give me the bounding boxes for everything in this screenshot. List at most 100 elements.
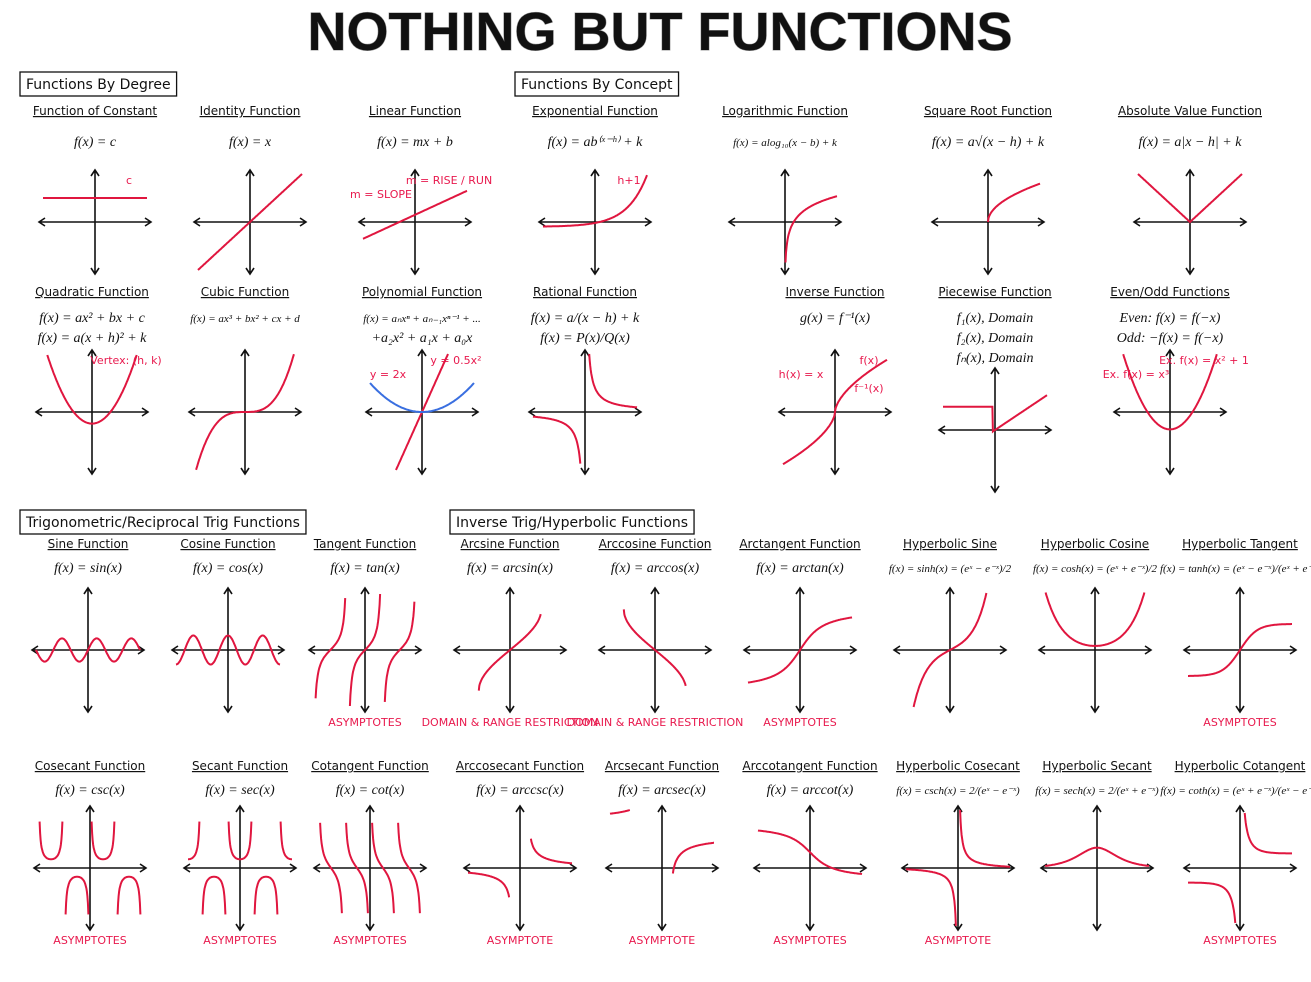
axes bbox=[34, 348, 150, 476]
function-card: Arcsine Function f(x) = arcsin(x) DOMAIN &… bbox=[422, 537, 599, 729]
function-name: Absolute Value Function bbox=[1118, 104, 1262, 118]
formula: +a₂x² + a₁x + a₀x bbox=[372, 331, 474, 346]
formula: f(x) = arccot(x) bbox=[767, 783, 854, 798]
formula: f(x) = cosh(x) = (eˣ + e⁻ˣ)/2 bbox=[1033, 563, 1158, 575]
function-curve bbox=[747, 616, 853, 684]
function-card: Linear Function f(x) = mx + b m = RISE / R… bbox=[350, 104, 492, 276]
formula: f(x) = ax² + bx + c bbox=[39, 311, 145, 326]
axes bbox=[1037, 586, 1153, 714]
annotation: Vertex: (h, k) bbox=[90, 354, 161, 367]
formula: f(x) = mx + b bbox=[377, 135, 453, 150]
axes bbox=[182, 804, 298, 932]
function-card: Rational Function f(x) = a/(x − h) + k f(x… bbox=[527, 285, 643, 476]
annotation: y = 0.5x² bbox=[430, 354, 481, 367]
function-card: Piecewise Function f₁(x), Domain f₂(x), Do… bbox=[937, 285, 1053, 494]
function-card: Secant Function f(x) = sec(x) ASYMPTOTES bbox=[182, 759, 298, 947]
formula: f(x) = cos(x) bbox=[193, 561, 263, 576]
function-curve bbox=[477, 613, 542, 691]
axes bbox=[32, 804, 148, 932]
formula: f(x) = tan(x) bbox=[330, 561, 400, 576]
section-box bbox=[19, 509, 307, 535]
formula: f(x) = sech(x) = 2/(eˣ + e⁻ˣ) bbox=[1035, 785, 1159, 797]
formula: f(x) = x bbox=[229, 135, 272, 150]
function-name: Cotangent Function bbox=[311, 759, 429, 773]
function-curve bbox=[195, 353, 295, 471]
function-name: Cosine Function bbox=[180, 537, 275, 551]
axes bbox=[170, 586, 286, 714]
formula: f(x) = arctan(x) bbox=[756, 561, 844, 576]
section-box bbox=[514, 71, 680, 97]
function-name: Cubic Function bbox=[201, 285, 289, 299]
function-card: Sine Function f(x) = sin(x) bbox=[30, 537, 146, 714]
function-name: Linear Function bbox=[369, 104, 461, 118]
function-card: Arccotangent Function f(x) = arccot(x) ASY… bbox=[742, 759, 877, 947]
axes bbox=[752, 804, 868, 932]
formula: f(x) = cot(x) bbox=[336, 783, 405, 798]
function-name: Hyperbolic Cosecant bbox=[896, 759, 1020, 773]
function-card: Polynomial Function f(x) = aₙxⁿ + aₙ₋₁xⁿ⁻… bbox=[362, 285, 482, 476]
formula: Odd: −f(x) = f(−x) bbox=[1117, 331, 1224, 346]
function-card: Inverse Function g(x) = f⁻¹(x) f(x) h(x) = … bbox=[777, 285, 893, 476]
section-heading: Functions By Concept bbox=[521, 77, 673, 93]
annotation: m = RISE / RUN bbox=[406, 174, 492, 187]
function-card: Arctangent Function f(x) = arctan(x) ASYMP… bbox=[739, 537, 860, 729]
function-name: Cosecant Function bbox=[35, 759, 145, 773]
function-card: Arcsecant Function f(x) = arcsec(x) ASYMPT… bbox=[604, 759, 720, 947]
function-card: Hyperbolic Secant f(x) = sech(x) = 2/(eˣ … bbox=[1035, 759, 1159, 932]
formula: f(x) = c bbox=[74, 135, 117, 150]
formula: f(x) = alog₁₀(x − b) + k bbox=[733, 137, 838, 149]
function-name: Hyperbolic Secant bbox=[1042, 759, 1152, 773]
function-card: Logarithmic Function f(x) = alog₁₀(x − b)… bbox=[722, 104, 848, 276]
formula: fₙ(x), Domain bbox=[956, 351, 1033, 366]
formula: f(x) = sec(x) bbox=[205, 783, 275, 798]
function-curve bbox=[1044, 592, 1146, 647]
function-curve bbox=[1188, 623, 1292, 677]
function-curve bbox=[987, 182, 1041, 223]
function-curve bbox=[609, 809, 714, 874]
function-name: Square Root Function bbox=[924, 104, 1052, 118]
axes bbox=[462, 804, 578, 932]
annotation: ASYMPTOTE bbox=[925, 934, 991, 947]
function-curve bbox=[622, 609, 687, 687]
function-card: Identity Function f(x) = x bbox=[192, 104, 308, 276]
function-card: Hyperbolic Sine f(x) = sinh(x) = (eˣ − e⁻… bbox=[889, 537, 1012, 714]
annotation: ASYMPTOTE bbox=[629, 934, 695, 947]
function-card: Exponential Function f(x) = ab⁽ˣ⁻ʰ⁾ + k h+… bbox=[532, 104, 658, 276]
annotation: f(x) bbox=[860, 354, 879, 367]
axes bbox=[1112, 348, 1228, 476]
function-curve bbox=[35, 637, 141, 663]
formula: f(x) = coth(x) = (eˣ + e⁻ˣ)/(eˣ − e⁻ˣ) bbox=[1160, 785, 1311, 797]
annotation: ASYMPTOTES bbox=[1203, 716, 1276, 729]
function-curve bbox=[38, 821, 142, 915]
formula: f(x) = ab⁽ˣ⁻ʰ⁾ + k bbox=[548, 135, 644, 150]
function-curve bbox=[906, 810, 1010, 926]
annotation: ASYMPTOTES bbox=[763, 716, 836, 729]
function-curve bbox=[1122, 353, 1218, 431]
annotation: DOMAIN & RANGE RESTRICTION bbox=[567, 716, 744, 729]
section-heading: Trigonometric/Reciprocal Trig Functions bbox=[25, 515, 300, 531]
function-name: Polynomial Function bbox=[362, 285, 482, 299]
axes bbox=[527, 348, 643, 476]
axes bbox=[1182, 804, 1298, 932]
function-card: Cubic Function f(x) = ax³ + bx² + cx + d bbox=[187, 285, 303, 476]
function-card: Tangent Function f(x) = tan(x) ASYMPTOTES bbox=[307, 537, 423, 729]
formula: f₁(x), Domain bbox=[957, 311, 1033, 326]
function-name: Arctangent Function bbox=[739, 537, 860, 551]
function-card: Absolute Value Function f(x) = a|x − h| +… bbox=[1118, 104, 1262, 276]
annotation: Ex. f(x) = x³ bbox=[1103, 368, 1170, 381]
function-curve-secondary bbox=[369, 382, 475, 413]
function-name: Arccosine Function bbox=[599, 537, 712, 551]
formula: f(x) = arcsin(x) bbox=[467, 561, 553, 576]
formula: f(x) = arccos(x) bbox=[611, 561, 700, 576]
function-name: Even/Odd Functions bbox=[1110, 285, 1230, 299]
function-card: Hyperbolic Cosine f(x) = cosh(x) = (eˣ + … bbox=[1033, 537, 1158, 714]
function-name: Hyperbolic Cotangent bbox=[1175, 759, 1306, 773]
annotation: m = SLOPE bbox=[350, 188, 412, 201]
annotation: f⁻¹(x) bbox=[854, 382, 883, 395]
function-curve bbox=[757, 829, 863, 875]
function-curve bbox=[188, 821, 292, 915]
formula: f(x) = a(x + h)² + k bbox=[38, 331, 148, 346]
function-card: Even/Odd Functions Even: f(x) = f(−x) Odd:… bbox=[1103, 285, 1249, 476]
function-curve bbox=[1137, 173, 1243, 224]
section-box bbox=[19, 71, 178, 97]
